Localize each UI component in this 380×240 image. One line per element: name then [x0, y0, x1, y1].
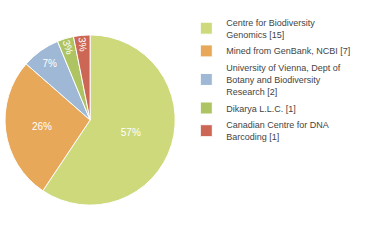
svg-text:University of Vienna, Dept ofB: University of Vienna, Dept ofBotany and …: [226, 63, 340, 96]
svg-text:Mined from GenBank, NCBI [7]: Mined from GenBank, NCBI [7]: [226, 46, 350, 56]
svg-text:57%: 57%: [121, 127, 141, 138]
svg-text:3%: 3%: [76, 37, 88, 53]
svg-text:3%: 3%: [61, 39, 76, 56]
svg-text:7%: 7%: [42, 58, 57, 69]
svg-text:Centre for BiodiversityGenomic: Centre for BiodiversityGenomics [15]: [226, 18, 315, 40]
svg-text:26%: 26%: [32, 121, 52, 132]
svg-text:Dikarya L.L.C. [1]: Dikarya L.L.C. [1]: [226, 104, 296, 114]
svg-text:Canadian Centre for DNABarcodi: Canadian Centre for DNABarcoding [1]: [226, 120, 329, 142]
